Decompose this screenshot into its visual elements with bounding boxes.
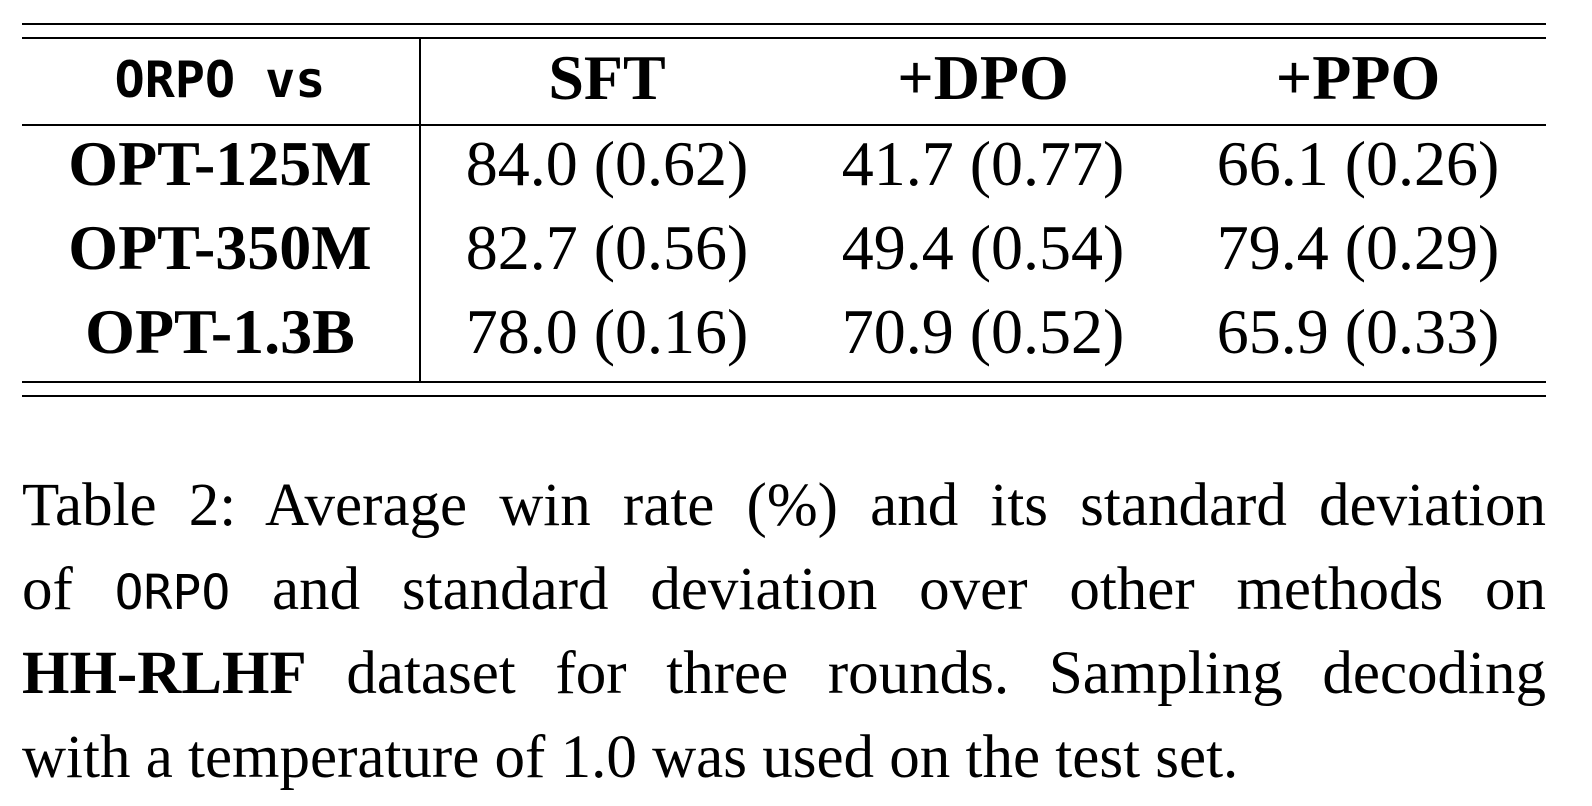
rule <box>22 23 1546 25</box>
cell: 66.1 (0.26) <box>1216 128 1500 199</box>
caption-line: with a temperature of 1.0 was used on th… <box>22 716 1546 800</box>
rule <box>22 381 1546 383</box>
caption-text: dataset for three rounds. Sampling decod… <box>306 640 1546 707</box>
caption-line: HH-RLHF dataset for three rounds. Sampli… <box>22 632 1546 716</box>
caption-line: of ORPO and standard deviation over othe… <box>22 548 1546 635</box>
rule <box>22 124 1546 126</box>
cell: 41.7 (0.77) <box>841 128 1125 199</box>
cell: 49.4 (0.54) <box>841 212 1125 283</box>
cell: 70.9 (0.52) <box>841 296 1125 367</box>
row-label: OPT-125M <box>68 128 372 199</box>
cell: 79.4 (0.29) <box>1216 212 1500 283</box>
caption-text: and standard deviation over other method… <box>230 556 1546 623</box>
cell: 82.7 (0.56) <box>465 212 749 283</box>
header-cell: +PPO <box>1275 42 1441 113</box>
cell: 84.0 (0.62) <box>465 128 749 199</box>
rule <box>22 395 1546 397</box>
header-cell: ORPO vs <box>114 51 326 109</box>
header-cell: +DPO <box>897 42 1069 113</box>
caption-text: of <box>22 556 115 623</box>
header-cell: SFT <box>548 42 666 113</box>
column-rule <box>419 38 421 383</box>
caption-text: Table 2: Average win rate (%) and its st… <box>22 472 1546 539</box>
row-label: OPT-350M <box>68 212 372 283</box>
cell: 78.0 (0.16) <box>465 296 749 367</box>
caption-method: ORPO <box>114 565 231 621</box>
caption-line: Table 2: Average win rate (%) and its st… <box>22 464 1546 548</box>
cell: 65.9 (0.33) <box>1216 296 1500 367</box>
row-label: OPT-1.3B <box>85 296 355 367</box>
caption-text: with a temperature of 1.0 was used on th… <box>22 724 1239 791</box>
caption-dataset: HH-RLHF <box>22 640 307 707</box>
rule <box>22 37 1546 39</box>
